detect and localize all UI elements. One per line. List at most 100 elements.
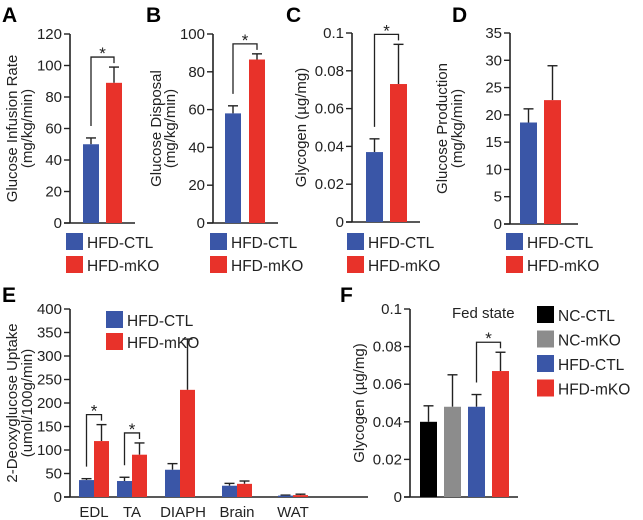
- y-axis-label: (mg/kg/min): [162, 89, 179, 168]
- bar-hfd-mko-diaph: [180, 389, 195, 497]
- x-tick-label: EDL: [79, 504, 108, 520]
- y-tick-label: 0: [394, 489, 402, 506]
- y-tick-label: 60: [45, 121, 62, 138]
- legend-label: HFD-mKO: [87, 258, 159, 275]
- panel-c: C 0 0.02 0.04 0.06 0.08 0.1 Glycogen (µg/mg) * HF…: [286, 4, 440, 275]
- legend-label: HFD-mKO: [127, 335, 199, 352]
- bar-hfd-ctl: [83, 144, 99, 223]
- significance-bracket: [90, 56, 115, 126]
- y-axis-label: Glucose Disposal: [148, 70, 165, 187]
- bar-hfd-ctl: [225, 113, 241, 223]
- y-tick-label: 100: [37, 442, 62, 459]
- legend-label: HFD-mKO: [368, 258, 440, 275]
- bar-nc-mko: [444, 406, 461, 497]
- y-tick-label: 35: [485, 25, 502, 42]
- legend-swatch: [347, 233, 364, 250]
- y-tick-label: 25: [485, 80, 502, 97]
- y-tick-label: 400: [37, 301, 62, 318]
- significance-marker: *: [383, 21, 390, 40]
- legend-label: HFD-mKO: [231, 258, 303, 275]
- bar-hfd-mko: [544, 100, 561, 224]
- x-tick-label: WAT: [277, 504, 309, 520]
- y-tick-label: 0.1: [381, 301, 402, 318]
- x-tick-label: Brain: [219, 504, 254, 520]
- y-axis-label: (mg/kg/min): [449, 89, 466, 168]
- panel-label: A: [2, 4, 17, 27]
- bar-hfd-ctl: [468, 406, 485, 497]
- panel-label: C: [286, 4, 301, 27]
- y-tick-label: 250: [37, 372, 62, 389]
- y-tick-label: 40: [188, 139, 205, 156]
- panel-e: E 0 50 100 150 200 250 300 350 400 2-Deoxyglucose …: [2, 284, 368, 520]
- bar-hfd-ctl: [366, 152, 383, 222]
- bar-hfd-mko: [249, 59, 265, 223]
- legend-swatch: [347, 256, 364, 273]
- y-tick-label: 5: [494, 189, 502, 206]
- y-tick-label: 0.02: [373, 451, 402, 468]
- y-axis-label: Glycogen (µg/mg): [351, 343, 368, 463]
- bar-hfd-mko-ta: [132, 454, 147, 497]
- significance-marker: *: [485, 329, 492, 348]
- significance-bracket: [232, 43, 258, 94]
- bar-hfd-mko: [492, 371, 509, 497]
- bar-hfd-mko-edl: [94, 441, 109, 497]
- y-tick-label: 40: [45, 152, 62, 169]
- legend-swatch: [537, 379, 554, 397]
- significance-marker: *: [242, 31, 249, 50]
- y-tick-label: 0: [54, 489, 62, 506]
- y-tick-label: 0.04: [315, 138, 344, 155]
- legend-swatch: [537, 306, 554, 323]
- y-axis-label: (mg/kg/min): [19, 89, 36, 168]
- panel-d: D 0 5 10 15 20 25 30 35 Glucose Production(mg/kg/…: [434, 4, 599, 275]
- legend-swatch: [66, 256, 83, 273]
- y-tick-label: 80: [45, 89, 62, 106]
- legend-label: HFD-CTL: [231, 235, 298, 252]
- legend-label: HFD-mKO: [558, 382, 630, 399]
- bar-hfd-ctl-brain: [222, 485, 237, 497]
- y-tick-label: 150: [37, 419, 62, 436]
- panel-label: D: [452, 4, 467, 27]
- bar-hfd-mko: [390, 84, 407, 222]
- y-tick-label: 100: [37, 58, 62, 75]
- significance-bracket: [373, 33, 400, 127]
- y-tick-label: 80: [188, 64, 205, 81]
- y-tick-label: 30: [485, 52, 502, 69]
- legend-swatch: [210, 233, 227, 250]
- x-tick-label: DIAPH: [160, 504, 206, 520]
- panel-b: B 0 20 40 60 80 100 Glucose Disposal(mg/kg/min)…: [146, 4, 303, 275]
- panel-f: F 0 0.02 0.04 0.06 0.08 0.1 Glycogen (µg/mg) Fed…: [340, 284, 630, 506]
- y-tick-label: 0.04: [373, 414, 402, 431]
- significance-marker: *: [91, 402, 98, 421]
- legend-swatch: [537, 330, 554, 348]
- y-tick-label: 20: [188, 177, 205, 194]
- bar-hfd-ctl-ta: [117, 481, 132, 497]
- y-tick-label: 50: [45, 466, 62, 483]
- y-tick-label: 0: [494, 216, 502, 233]
- bar-nc-ctl: [420, 421, 437, 497]
- panel-a: A 0 20 40 60 80 100 120 Glucose Infusion Rate(mg…: [2, 4, 159, 275]
- y-tick-label: 200: [37, 395, 62, 412]
- y-tick-label: 0.02: [315, 176, 344, 193]
- legend-label: NC-CTL: [558, 308, 615, 325]
- x-tick-label: TA: [123, 504, 141, 520]
- y-tick-label: 20: [485, 107, 502, 124]
- y-tick-label: 0.06: [315, 101, 344, 118]
- legend-label: NC-mKO: [558, 333, 621, 350]
- significance-marker: *: [99, 44, 106, 63]
- bar-hfd-mko-wat: [293, 495, 308, 497]
- y-tick-label: 0.08: [373, 339, 402, 356]
- legend-swatch: [66, 233, 83, 250]
- legend-swatch: [537, 355, 554, 372]
- legend-swatch: [106, 311, 123, 328]
- y-tick-label: 0: [197, 215, 205, 232]
- y-tick-label: 300: [37, 348, 62, 365]
- significance-bracket: [123, 432, 141, 466]
- bar-hfd-ctl-edl: [79, 480, 94, 497]
- significance-bracket: [85, 413, 103, 467]
- y-tick-label: 20: [45, 184, 62, 201]
- y-tick-label: 350: [37, 325, 62, 342]
- legend-swatch: [506, 256, 523, 273]
- bar-hfd-mko: [106, 82, 122, 223]
- y-tick-label: 120: [37, 26, 62, 43]
